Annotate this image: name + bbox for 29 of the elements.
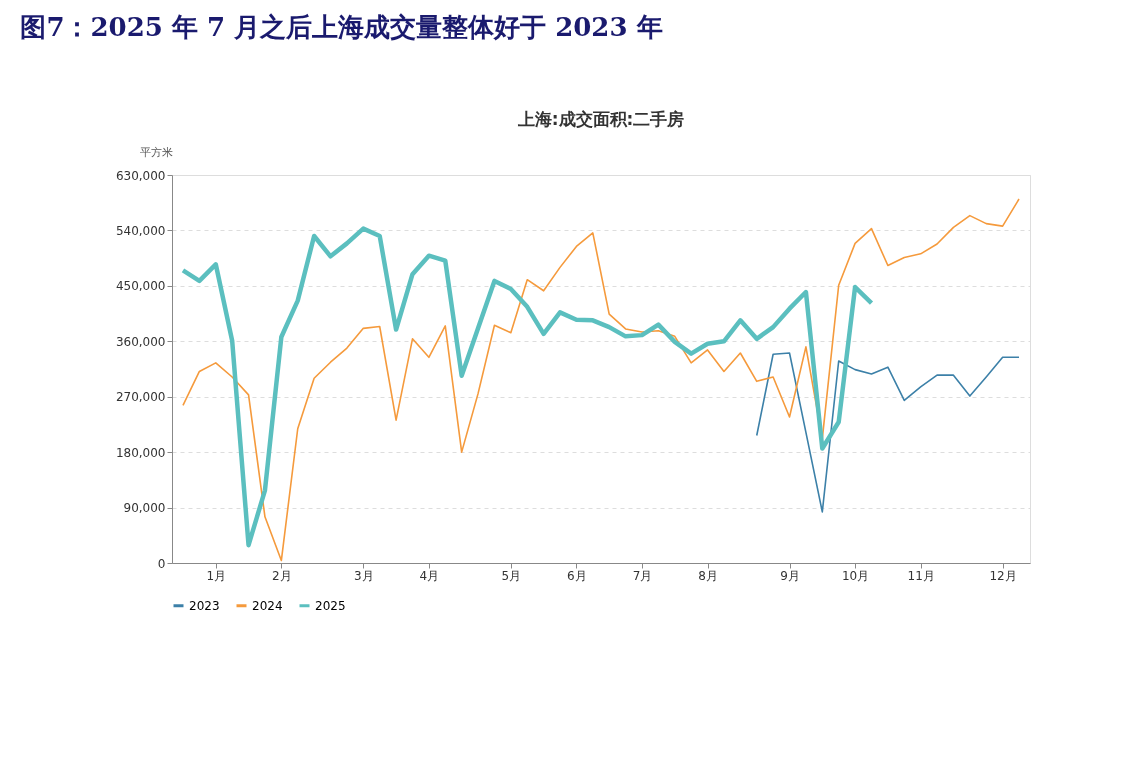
x-tick-label: 7月 [632,568,653,583]
x-tick-label: 3月 [353,568,374,583]
chart-subtitle: 上海:成交面积:二手房 [516,109,685,129]
x-tick-label: 10月 [841,568,870,583]
y-tick-label: 90,000 [123,501,166,516]
y-tick-label: 540,000 [115,223,166,238]
line-series [180,226,874,548]
y-tick-label: 450,000 [115,279,166,294]
legend-label: 2023 [189,598,220,613]
y-tick-label: 270,000 [115,390,166,405]
legend-label: 2024 [252,598,283,613]
y-tick-label: 360,000 [115,334,166,349]
line-series [755,352,1020,513]
x-tick-label: 4月 [419,568,440,583]
x-tick-label: 1月 [206,568,227,583]
y-tick-label: 0 [157,556,166,571]
y-tick-label: 180,000 [115,445,166,460]
chart-title: 图7：2025 年 7 月之后上海成交量整体好于 2023 年 [20,12,663,42]
legend-label: 2025 [315,598,346,613]
x-tick-label: 12月 [989,568,1017,583]
x-tick-label: 5月 [501,568,522,583]
x-tick-label: 6月 [567,568,587,583]
x-tick-label: 2月 [272,568,292,583]
y-axis-title: 平方米 [139,145,173,159]
x-tick-label: 8月 [698,568,718,583]
x-tick-label: 11月 [907,568,935,583]
y-tick-label: 630,000 [115,168,166,183]
line-series [182,198,1020,562]
x-tick-label: 9月 [780,568,800,583]
